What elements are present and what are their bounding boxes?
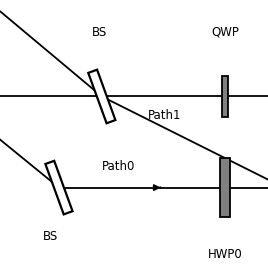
Text: BS: BS: [43, 230, 58, 244]
Polygon shape: [88, 70, 116, 123]
Text: QWP: QWP: [211, 26, 239, 39]
Polygon shape: [45, 161, 73, 214]
Text: Path0: Path0: [102, 160, 135, 173]
Text: Path1: Path1: [147, 109, 181, 122]
Bar: [222, 76, 228, 117]
Text: BS: BS: [92, 26, 107, 39]
Bar: [220, 158, 230, 217]
Text: HWP0: HWP0: [208, 248, 243, 261]
